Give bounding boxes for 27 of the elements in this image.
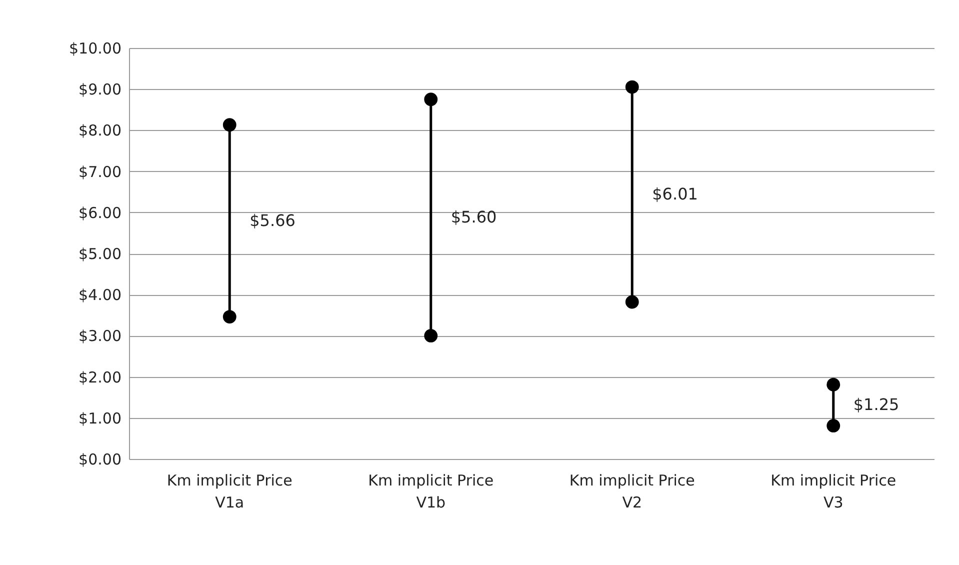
point xyxy=(625,295,639,309)
y-tick-label: $7.00 xyxy=(78,162,122,181)
point xyxy=(424,329,438,342)
x-tick-label: Km implicit Price V1a xyxy=(166,472,292,512)
y-tick-label: $8.00 xyxy=(78,122,122,140)
y-tick-label: $3.00 xyxy=(78,327,122,346)
y-tick-label: $0.00 xyxy=(78,450,122,468)
point xyxy=(222,118,236,132)
x-tick-label: Km implicit Price V1b xyxy=(368,472,494,512)
point xyxy=(222,310,236,324)
y-tick-label: $1.00 xyxy=(78,409,122,428)
point xyxy=(424,92,438,106)
point xyxy=(826,419,840,432)
y-tick-label: $4.00 xyxy=(78,286,122,304)
annotation: $1.25 xyxy=(853,395,900,414)
x-tick-label: Km implicit Price V2 xyxy=(569,472,695,512)
x-tick-label: Km implicit Price V3 xyxy=(770,472,896,512)
point xyxy=(826,378,840,392)
annotation: $5.66 xyxy=(250,210,296,230)
y-tick-label: $6.00 xyxy=(78,204,122,222)
y-tick-label: $2.00 xyxy=(78,368,122,386)
annotation: $5.60 xyxy=(450,208,497,227)
y-tick-label: $9.00 xyxy=(78,80,122,99)
y-tick-label: $5.00 xyxy=(78,245,122,263)
point xyxy=(625,80,639,94)
y-tick-label: $10.00 xyxy=(69,40,122,58)
annotation: $6.01 xyxy=(652,184,698,204)
